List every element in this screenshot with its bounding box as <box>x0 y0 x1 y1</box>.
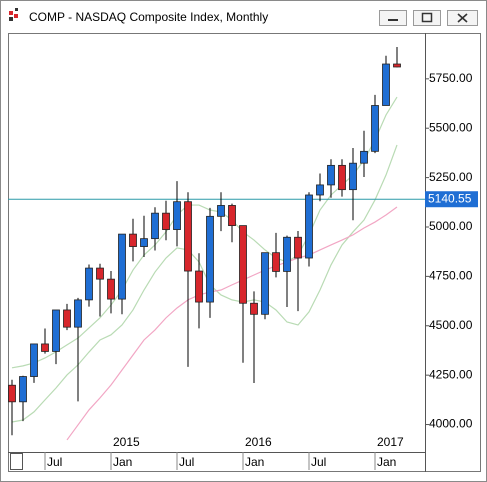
candle-body <box>129 233 137 247</box>
candle-body <box>85 267 93 301</box>
candle-body <box>272 252 280 272</box>
candle-body <box>151 212 159 240</box>
y-tick-label: 4000.00 <box>429 417 473 431</box>
indicator-line <box>11 96 398 369</box>
scroll-box[interactable] <box>10 453 23 470</box>
candle-body <box>228 205 236 227</box>
app-icon <box>9 8 18 21</box>
candle-body <box>294 236 302 259</box>
candle-body <box>239 225 247 304</box>
minimize-button[interactable] <box>379 10 407 26</box>
candle-body <box>283 236 291 272</box>
close-button[interactable] <box>447 10 478 26</box>
candle-body <box>338 164 346 191</box>
x-tick-label: Jan <box>113 455 132 469</box>
candle-body <box>140 238 148 247</box>
x-tick-label: Jan <box>245 455 264 469</box>
candle-body <box>327 164 335 186</box>
y-tick-label: 5500.00 <box>429 120 473 134</box>
candle-body <box>382 63 390 106</box>
y-tick-label: 4500.00 <box>429 318 473 332</box>
candle-body <box>107 278 115 300</box>
candle-body <box>52 309 60 352</box>
candle-body <box>19 376 27 403</box>
candle-body <box>349 162 357 191</box>
candle-body <box>41 343 49 352</box>
candle-body <box>261 252 269 315</box>
current-value-box <box>425 191 478 208</box>
candle-body <box>173 201 181 230</box>
y-tick-label: 4250.00 <box>429 367 473 381</box>
y-tick-label: 5000.00 <box>429 219 473 233</box>
maximize-button[interactable] <box>413 10 441 26</box>
indicator-line <box>66 206 398 441</box>
x-year-label: 2015 <box>113 435 140 449</box>
x-year-label: 2017 <box>377 435 404 449</box>
candle-body <box>206 215 214 303</box>
candle-body <box>63 309 71 328</box>
x-tick-label: Jul <box>179 455 194 469</box>
x-tick-label: Jan <box>377 455 396 469</box>
candle-body <box>250 302 258 315</box>
y-tick-label: 4750.00 <box>429 269 473 283</box>
candle-body <box>162 212 170 230</box>
candle-body <box>74 299 82 328</box>
candle-body <box>393 63 401 68</box>
candle-body <box>96 267 104 280</box>
x-tick-label: Jul <box>47 455 62 469</box>
candle-body <box>184 201 192 272</box>
indicator-line <box>11 144 398 423</box>
y-tick-label: 5250.00 <box>429 170 473 184</box>
y-tick-label: 5750.00 <box>429 71 473 85</box>
candle-body <box>217 205 225 217</box>
candle-body <box>195 270 203 303</box>
window-title: COMP - NASDAQ Composite Index, Monthly <box>29 10 268 24</box>
candle-body <box>360 150 368 164</box>
candle-body <box>30 343 38 377</box>
candle-body <box>118 233 126 300</box>
x-year-label: 2016 <box>245 435 272 449</box>
candle-body <box>8 384 16 403</box>
current-value-label: 5140.55 <box>428 191 472 205</box>
candle-body <box>371 105 379 152</box>
candle-body <box>316 184 324 196</box>
plot-area: 4000.00 4250.00 4500.00 4750.00 5000.00 5250.… <box>8 47 473 470</box>
x-tick-label: Jul <box>311 455 326 469</box>
candle-body <box>305 194 313 259</box>
